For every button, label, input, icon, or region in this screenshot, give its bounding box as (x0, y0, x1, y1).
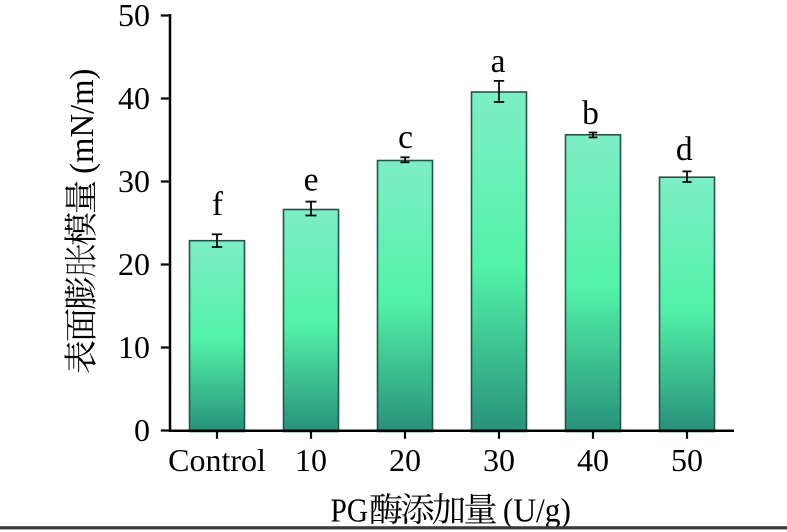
svg-text:c: c (398, 119, 413, 156)
svg-text:30: 30 (483, 442, 515, 478)
svg-text:(U/g): (U/g) (495, 493, 571, 530)
svg-text:40: 40 (118, 80, 150, 116)
svg-text:50: 50 (671, 442, 703, 478)
svg-text:d: d (676, 131, 693, 168)
svg-text:Control: Control (168, 442, 266, 478)
svg-text:(mN/m): (mN/m) (64, 69, 101, 182)
svg-text:b: b (582, 95, 599, 132)
svg-text:0: 0 (134, 412, 150, 448)
svg-text:PG: PG (331, 493, 369, 530)
svg-text:10: 10 (295, 442, 327, 478)
svg-text:40: 40 (577, 442, 609, 478)
svg-text:20: 20 (389, 442, 421, 478)
svg-text:f: f (212, 186, 224, 223)
svg-text:30: 30 (118, 163, 150, 199)
svg-text:50: 50 (118, 0, 150, 33)
svg-text:10: 10 (118, 329, 150, 365)
svg-text:20: 20 (118, 246, 150, 282)
svg-text:a: a (491, 43, 506, 80)
svg-text:e: e (304, 162, 319, 199)
